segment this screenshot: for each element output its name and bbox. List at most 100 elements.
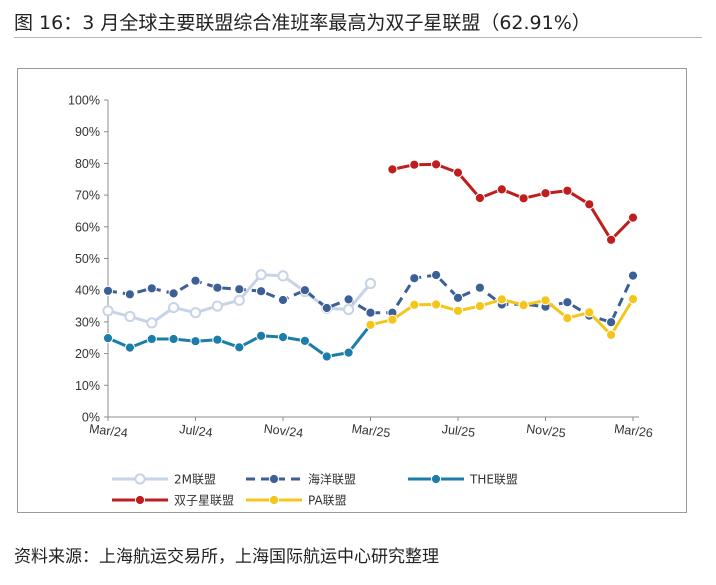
x-tick-label: Nov/25 bbox=[525, 422, 566, 441]
data-point bbox=[452, 167, 464, 178]
series-3 bbox=[387, 159, 639, 245]
source-note: 资料来源：上海航运交易所，上海国际航运中心研究整理 bbox=[14, 547, 439, 567]
data-point bbox=[627, 212, 639, 223]
data-point bbox=[234, 342, 245, 353]
data-point bbox=[255, 269, 267, 281]
data-point bbox=[256, 330, 267, 341]
data-point bbox=[211, 300, 223, 312]
data-point bbox=[409, 159, 420, 170]
data-point bbox=[584, 307, 595, 318]
data-point bbox=[496, 294, 507, 305]
data-point bbox=[277, 270, 289, 282]
data-point bbox=[474, 301, 485, 312]
y-tick-label: 10% bbox=[75, 379, 100, 393]
data-point bbox=[168, 333, 179, 345]
data-point bbox=[124, 310, 136, 323]
legend-label: 海洋联盟 bbox=[308, 472, 356, 487]
data-point bbox=[124, 342, 135, 353]
data-point bbox=[562, 313, 573, 324]
legend-label: THE联盟 bbox=[469, 473, 518, 487]
legend-swatch-marker bbox=[268, 494, 280, 506]
legend-item: 海洋联盟 bbox=[246, 472, 356, 487]
data-point bbox=[540, 188, 551, 199]
data-point bbox=[146, 333, 157, 345]
data-point bbox=[474, 192, 485, 204]
data-point bbox=[496, 184, 507, 195]
legend-item: THE联盟 bbox=[408, 473, 518, 487]
data-point bbox=[190, 275, 201, 286]
y-tick-label: 70% bbox=[75, 189, 100, 203]
data-point bbox=[343, 347, 354, 358]
y-tick-label: 50% bbox=[75, 252, 100, 266]
data-point bbox=[124, 289, 135, 300]
y-tick-label: 90% bbox=[75, 125, 100, 139]
data-point bbox=[146, 283, 157, 294]
x-tick-label: Mar/25 bbox=[351, 422, 391, 441]
data-point bbox=[233, 294, 245, 306]
data-point bbox=[212, 282, 223, 293]
x-tick-label: Jul/24 bbox=[179, 422, 214, 440]
data-point bbox=[212, 334, 223, 345]
x-tick-label: Mar/24 bbox=[88, 422, 128, 441]
page-title: 图 16：3 月全球主要联盟综合准班率最高为双子星联盟（62.91%） bbox=[14, 12, 591, 34]
y-tick-label: 60% bbox=[75, 220, 100, 234]
data-point bbox=[584, 199, 595, 210]
data-point bbox=[102, 285, 114, 296]
data-point bbox=[409, 273, 420, 284]
data-point bbox=[606, 329, 617, 340]
data-point bbox=[146, 317, 158, 329]
data-point bbox=[277, 294, 289, 306]
legend-label: 2M联盟 bbox=[174, 473, 216, 487]
data-point bbox=[102, 333, 114, 344]
series-2 bbox=[102, 319, 376, 362]
data-point bbox=[540, 295, 551, 306]
data-point bbox=[321, 302, 332, 314]
y-tick-label: 40% bbox=[75, 284, 100, 298]
y-tick-label: 30% bbox=[75, 315, 100, 329]
legend-swatch-marker bbox=[430, 473, 442, 485]
data-point bbox=[343, 303, 355, 316]
data-point bbox=[474, 282, 485, 293]
data-point bbox=[562, 297, 573, 308]
legend-item: 双子星联盟 bbox=[112, 494, 234, 508]
data-point bbox=[518, 300, 529, 311]
legend-label: 双子星联盟 bbox=[174, 494, 234, 508]
chart-series bbox=[102, 159, 639, 362]
series-4 bbox=[365, 294, 639, 340]
legend-label: PA联盟 bbox=[308, 494, 347, 508]
data-point bbox=[102, 305, 114, 317]
data-point bbox=[277, 332, 289, 343]
data-point bbox=[431, 159, 442, 170]
data-point bbox=[452, 305, 464, 316]
chart-axes: 0% 10% 20% 30% 40% 50% 60% 70% 80% 90% 100% Mar/24 J… bbox=[68, 94, 654, 441]
data-point bbox=[168, 288, 179, 299]
y-tick-label: 100% bbox=[68, 94, 100, 108]
data-point bbox=[387, 164, 398, 175]
data-point bbox=[364, 277, 377, 290]
data-point bbox=[452, 292, 464, 303]
y-tick-label: 20% bbox=[75, 347, 100, 361]
legend-item: PA联盟 bbox=[246, 494, 347, 508]
series-line bbox=[392, 162, 635, 242]
x-tick-label: Mar/26 bbox=[613, 422, 653, 441]
data-point bbox=[321, 351, 332, 362]
data-point bbox=[431, 299, 442, 310]
y-tick-label: 0% bbox=[82, 411, 100, 425]
data-point bbox=[168, 302, 180, 314]
data-point bbox=[562, 185, 573, 196]
data-point bbox=[234, 284, 245, 295]
data-point bbox=[189, 307, 202, 319]
data-point bbox=[299, 335, 310, 346]
data-point bbox=[299, 285, 310, 296]
y-tick-label: 80% bbox=[75, 157, 100, 171]
legend-swatch-marker bbox=[134, 473, 146, 485]
data-point bbox=[343, 294, 354, 305]
data-point bbox=[627, 270, 639, 281]
data-point bbox=[431, 269, 442, 281]
chart-frame bbox=[17, 68, 687, 513]
x-tick-label: Jul/25 bbox=[441, 422, 476, 440]
data-point bbox=[518, 193, 529, 204]
series-0 bbox=[102, 269, 377, 329]
